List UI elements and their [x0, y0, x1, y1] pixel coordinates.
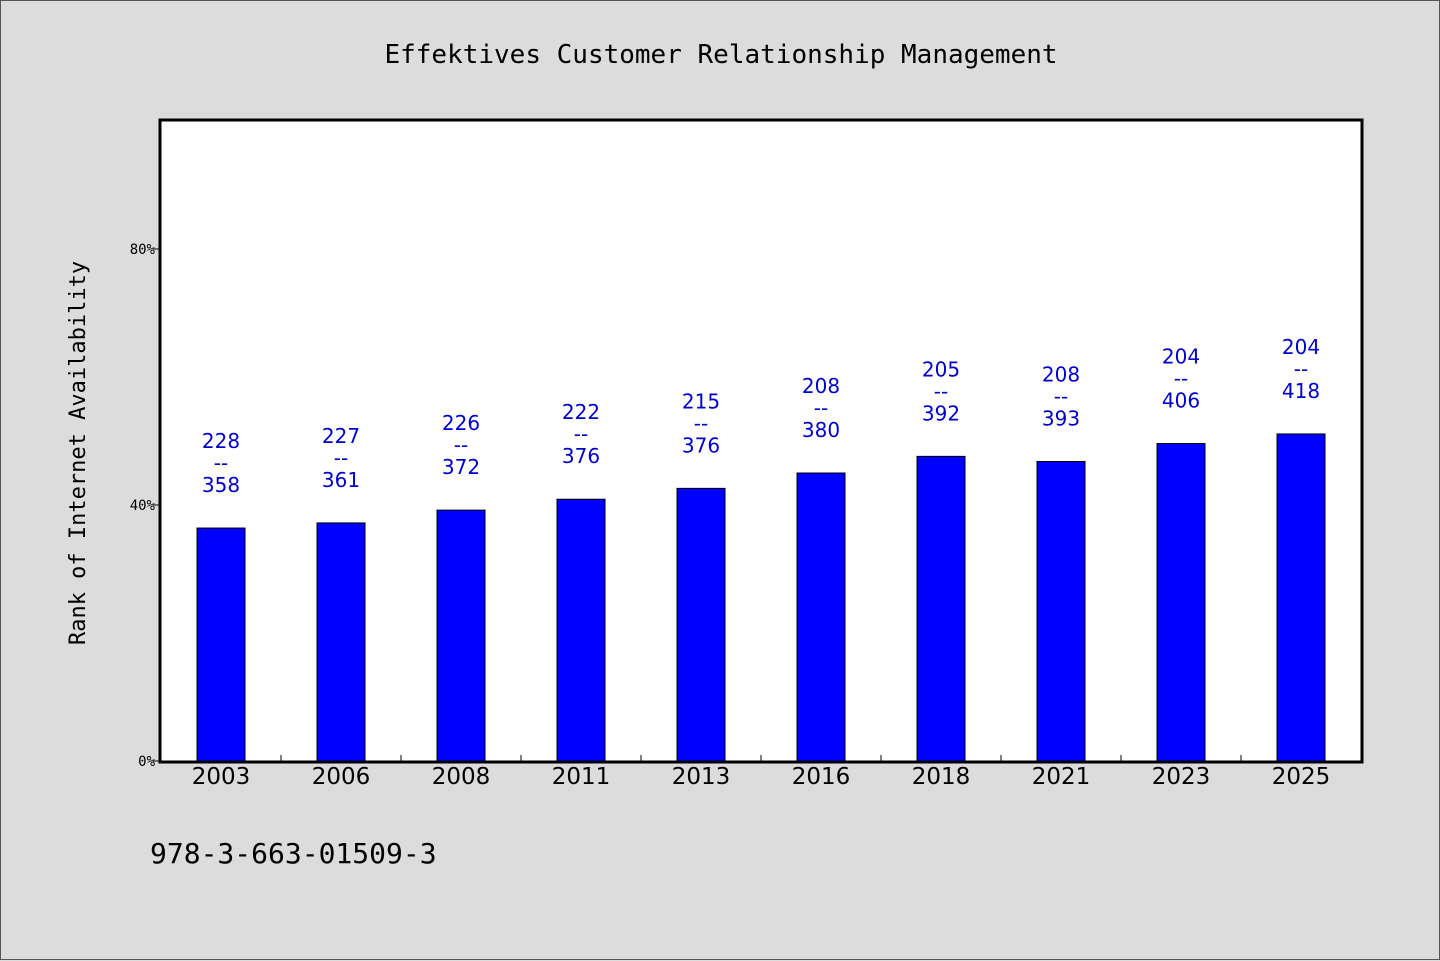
data-label: -- [814, 396, 828, 420]
data-label: -- [1054, 384, 1068, 408]
bar [1156, 443, 1206, 762]
data-label: 227 [322, 424, 360, 448]
x-axis-ticks: 2003 2006 2008 2011 2013 2016 2018 2021 2023 2025 [192, 755, 1331, 790]
x-tick-label: 2013 [672, 764, 731, 790]
bar [316, 522, 366, 762]
data-label: 222 [562, 400, 600, 424]
data-label: 418 [1282, 379, 1320, 403]
bars [196, 433, 1326, 762]
data-labels: 228--358227--361226--372222--376215--376… [202, 335, 1320, 497]
bar [796, 472, 846, 762]
data-label: -- [694, 411, 708, 435]
data-label: -- [334, 446, 348, 470]
y-tick-label: 0% [138, 754, 155, 770]
x-tick-label: 2011 [552, 764, 611, 790]
x-tick-label: 2008 [432, 764, 491, 790]
chart-title: Effektives Customer Relationship Managem… [384, 40, 1057, 70]
data-label: -- [574, 422, 588, 446]
data-label: 204 [1162, 345, 1200, 369]
data-label: 376 [562, 444, 600, 468]
data-label: 226 [442, 411, 480, 435]
bar [1276, 433, 1326, 762]
x-tick-label: 2025 [1272, 764, 1331, 790]
x-tick-label: 2018 [912, 764, 971, 790]
data-label: 393 [1042, 406, 1080, 430]
bar [436, 509, 486, 762]
y-tick-label: 40% [130, 498, 156, 514]
bar [676, 487, 726, 762]
data-label: -- [934, 379, 948, 403]
y-axis-label: Rank of Internet Availability [66, 261, 91, 645]
data-label: 406 [1162, 389, 1200, 413]
data-label: -- [454, 433, 468, 457]
footer-code: 978-3-663-01509-3 [150, 837, 437, 870]
data-label: 372 [442, 455, 480, 479]
bar [196, 527, 246, 762]
data-label: 204 [1282, 335, 1320, 359]
data-label: 205 [922, 357, 960, 381]
y-tick-label: 80% [130, 242, 156, 258]
data-label: 208 [1042, 362, 1080, 386]
data-label: -- [1174, 367, 1188, 391]
data-label: 215 [682, 389, 720, 413]
data-label: 376 [682, 433, 720, 457]
data-label: 358 [202, 473, 240, 497]
bar [916, 455, 966, 762]
bar [556, 498, 606, 762]
data-label: 361 [322, 468, 360, 492]
data-label: -- [1294, 357, 1308, 381]
x-tick-label: 2006 [312, 764, 371, 790]
x-tick-label: 2021 [1032, 764, 1091, 790]
y-axis-ticks: 0% 40% 80% [130, 242, 161, 770]
data-label: 208 [802, 374, 840, 398]
x-tick-label: 2003 [192, 764, 251, 790]
x-tick-label: 2023 [1152, 764, 1211, 790]
x-tick-label: 2016 [792, 764, 851, 790]
data-label: 392 [922, 401, 960, 425]
data-label: 380 [802, 418, 840, 442]
data-label: 228 [202, 429, 240, 453]
data-label: -- [214, 451, 228, 475]
bar [1036, 460, 1086, 762]
